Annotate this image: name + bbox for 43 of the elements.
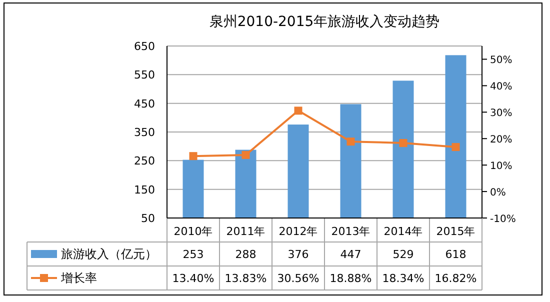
y-tick-label: 450 <box>134 97 155 110</box>
data-label: 30.56% <box>277 272 320 285</box>
legend-label: 增长率 <box>60 271 97 285</box>
legend-增长率: 增长率 <box>31 271 97 285</box>
data-label: 447 <box>340 248 362 261</box>
chart-title: 泉州2010-2015年旅游收入变动趋势 <box>209 14 440 30</box>
x-tick-label: 2010年 <box>174 225 213 238</box>
data-label: 16.82% <box>434 272 477 285</box>
point <box>242 150 250 159</box>
legend-旅游收入（亿元）: 旅游收入（亿元） <box>31 247 157 261</box>
point <box>399 139 408 148</box>
point <box>189 152 198 160</box>
data-label: 529 <box>392 248 414 261</box>
point <box>346 138 355 146</box>
data-label: 253 <box>182 248 204 261</box>
y-tick-label: 650 <box>134 40 155 53</box>
y2-tick-label: 50% <box>490 55 512 66</box>
y-tick-label: 150 <box>134 183 155 196</box>
point <box>294 106 302 115</box>
x-tick-label: 2011年 <box>226 225 266 238</box>
y2-tick-label: 40% <box>490 82 512 93</box>
point <box>452 143 460 152</box>
x-tick-label: 2014年 <box>384 225 423 238</box>
x-tick-label: 2012年 <box>278 225 318 238</box>
y2-tick-label: -10% <box>490 214 516 225</box>
y2-tick-label: 30% <box>490 108 512 120</box>
legend-label: 旅游收入（亿元） <box>61 247 157 261</box>
y-tick-label: 350 <box>134 126 155 139</box>
y-tick-label: 50 <box>141 212 155 225</box>
y2-tick-label: 10% <box>490 161 512 172</box>
x-tick-label: 2015年 <box>436 225 476 238</box>
data-label: 13.83% <box>224 272 267 285</box>
data-label: 376 <box>288 248 309 261</box>
y2-tick-label: 0% <box>490 188 506 199</box>
data-label: 618 <box>445 248 466 261</box>
y-tick-label: 550 <box>134 68 155 82</box>
data-label: 13.40% <box>172 272 214 285</box>
data-label: 18.88% <box>330 272 372 285</box>
x-tick-label: 2013年 <box>331 225 370 238</box>
y-tick-label: 250 <box>134 154 155 168</box>
data-label: 288 <box>235 248 256 261</box>
y2-tick-label: 20% <box>490 134 512 146</box>
data-label: 18.34% <box>382 272 424 285</box>
